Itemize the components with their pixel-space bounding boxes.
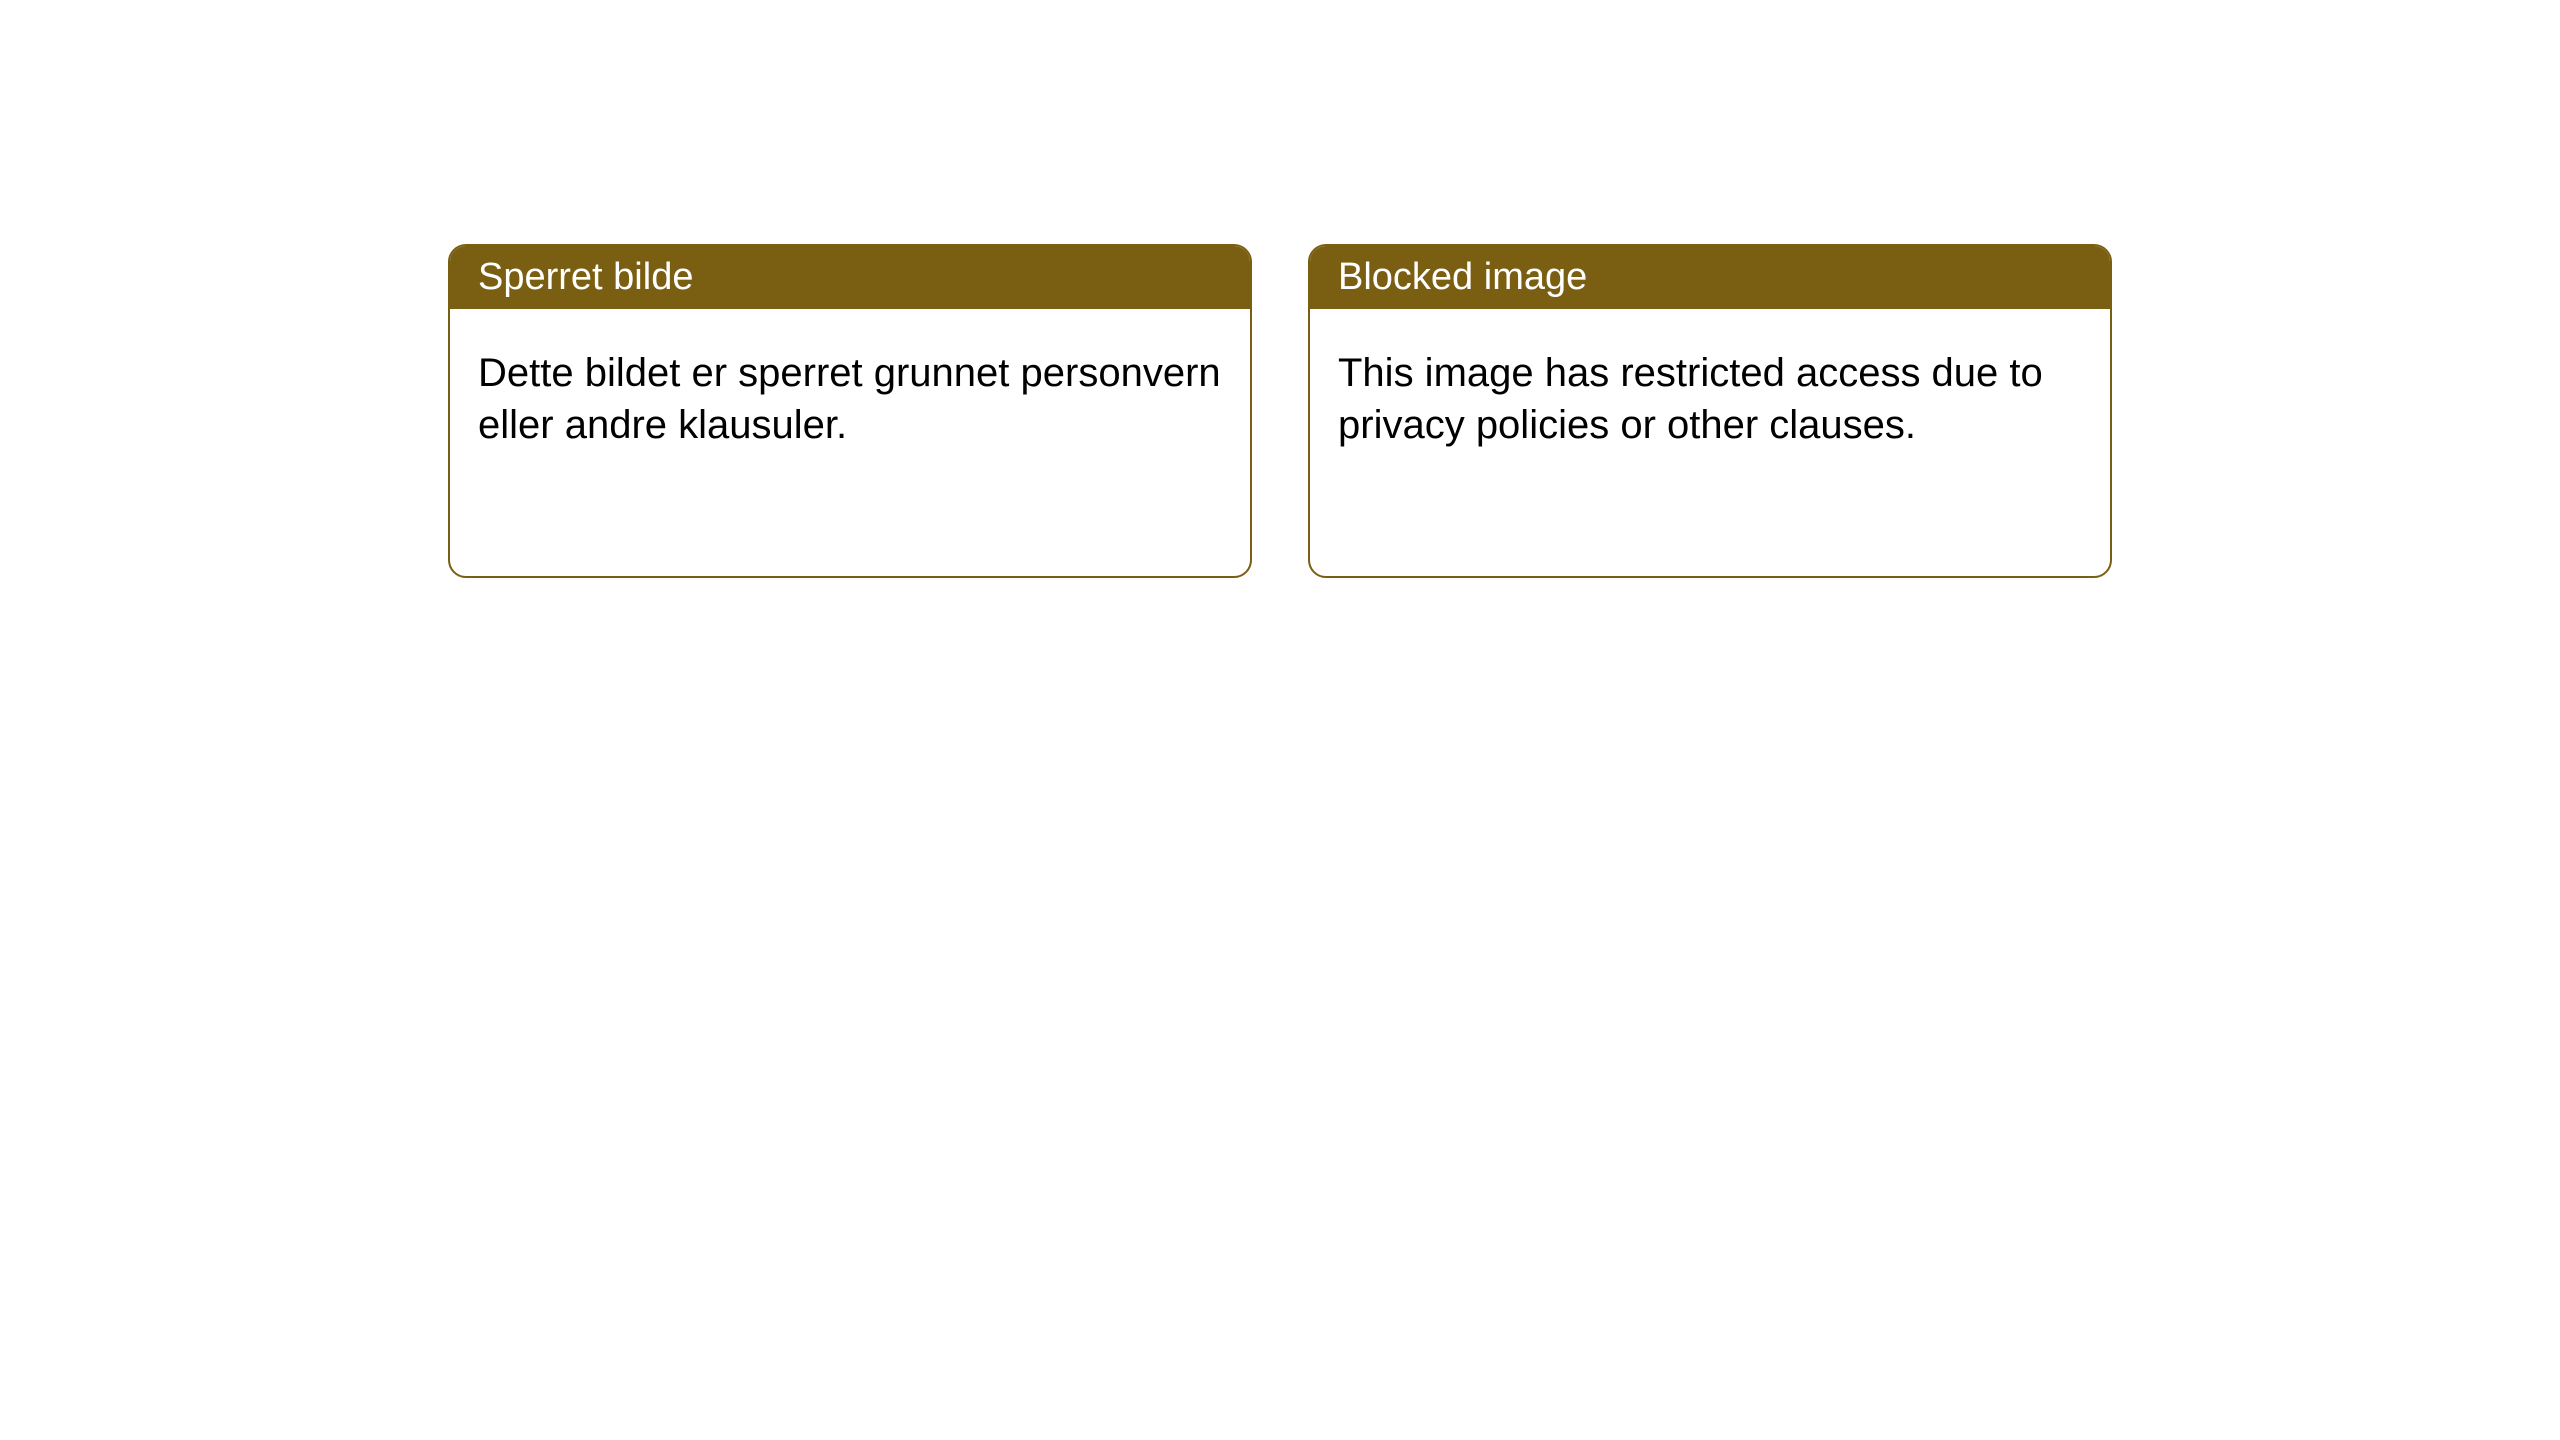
notice-header: Blocked image xyxy=(1310,246,2110,309)
notice-container: Sperret bilde Dette bildet er sperret gr… xyxy=(0,0,2560,578)
notice-header: Sperret bilde xyxy=(450,246,1250,309)
notice-box-norwegian: Sperret bilde Dette bildet er sperret gr… xyxy=(448,244,1252,578)
notice-body: This image has restricted access due to … xyxy=(1310,309,2110,489)
notice-body: Dette bildet er sperret grunnet personve… xyxy=(450,309,1250,489)
notice-box-english: Blocked image This image has restricted … xyxy=(1308,244,2112,578)
